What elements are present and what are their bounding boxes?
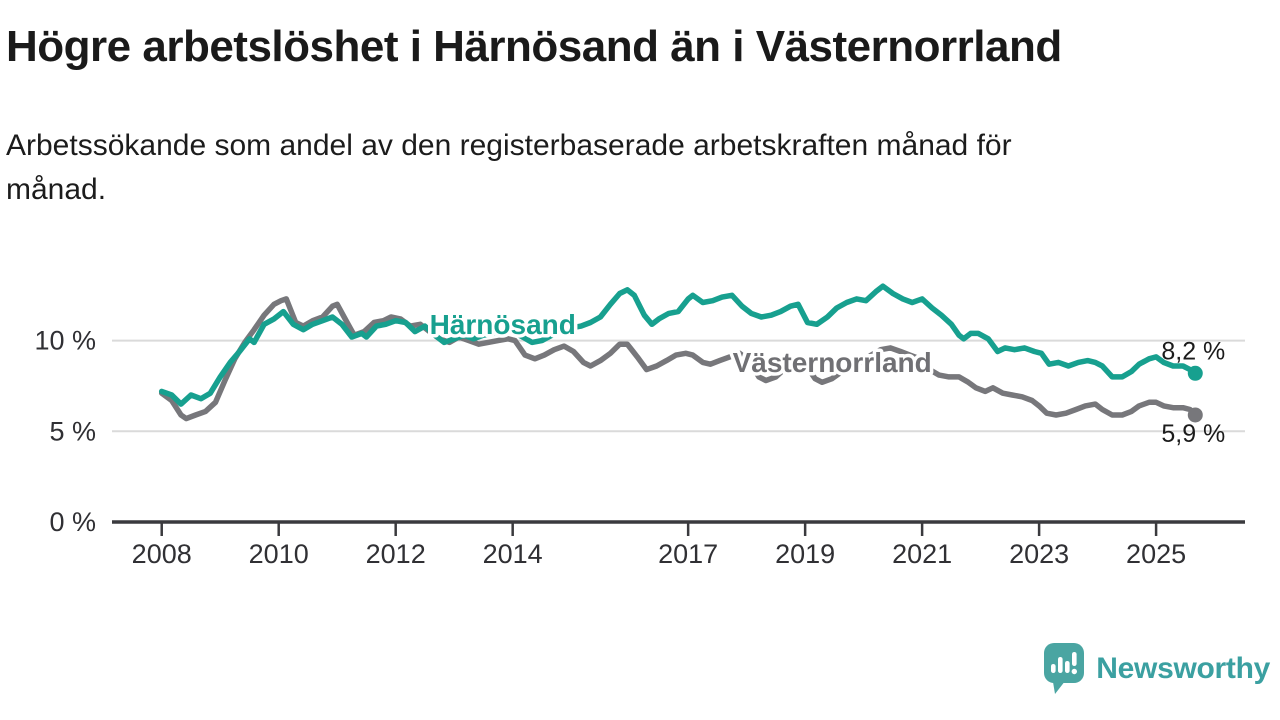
y-axis-label-5: 5 % [49,416,96,446]
y-axis-label-0: 0 % [49,507,96,537]
chart-subtitle-line-1: Arbetssökande som andel av den registerb… [6,129,1012,162]
newsworthy-logo: Newsworthy [1043,643,1270,694]
x-axis-label-2012: 2012 [366,539,426,569]
x-axis-label-2008: 2008 [132,539,192,569]
chart-title: Högre arbetslöshet i Härnösand än i Väst… [6,22,1062,71]
x-axis-label-2014: 2014 [483,539,543,569]
exclamation-bar [1072,652,1077,666]
x-axis-label-2017: 2017 [658,539,718,569]
y-axis-label-10: 10 % [34,326,96,356]
series-line-harnosand [158,283,1199,407]
bar-chart-bar-2 [1058,657,1063,673]
chart-subtitle: Arbetssökande som andel av den registerb… [6,124,1012,212]
series-line-vasternorrland [158,296,1199,422]
speech-bubble-body [1044,643,1085,683]
series-end-dot-harnosand [1187,365,1203,381]
x-axis-label-2025: 2025 [1126,539,1186,569]
exclamation-dot [1071,668,1078,675]
newsworthy-wordmark: Newsworthy [1096,652,1270,685]
end-value-label-vasternorrland: 5,9 % [1161,420,1225,448]
x-axis-label-2010: 2010 [249,539,309,569]
x-axis-label-2021: 2021 [892,539,952,569]
newsworthy-speech-bubble-icon [1044,643,1085,694]
series-label-vasternorrland: Västernorrland [733,347,932,378]
bar-chart-bar-3 [1065,661,1070,673]
end-value-label-harnosand: 8,2 % [1161,337,1225,365]
bar-chart-bar-1 [1051,664,1056,673]
x-axis-label-2023: 2023 [1009,539,1069,569]
chart-subtitle-line-2: månad. [6,173,107,206]
x-axis-label-2019: 2019 [775,539,835,569]
series-end-dot-vasternorrland [1187,407,1203,423]
series-label-harnosand: Härnösand [430,309,576,340]
